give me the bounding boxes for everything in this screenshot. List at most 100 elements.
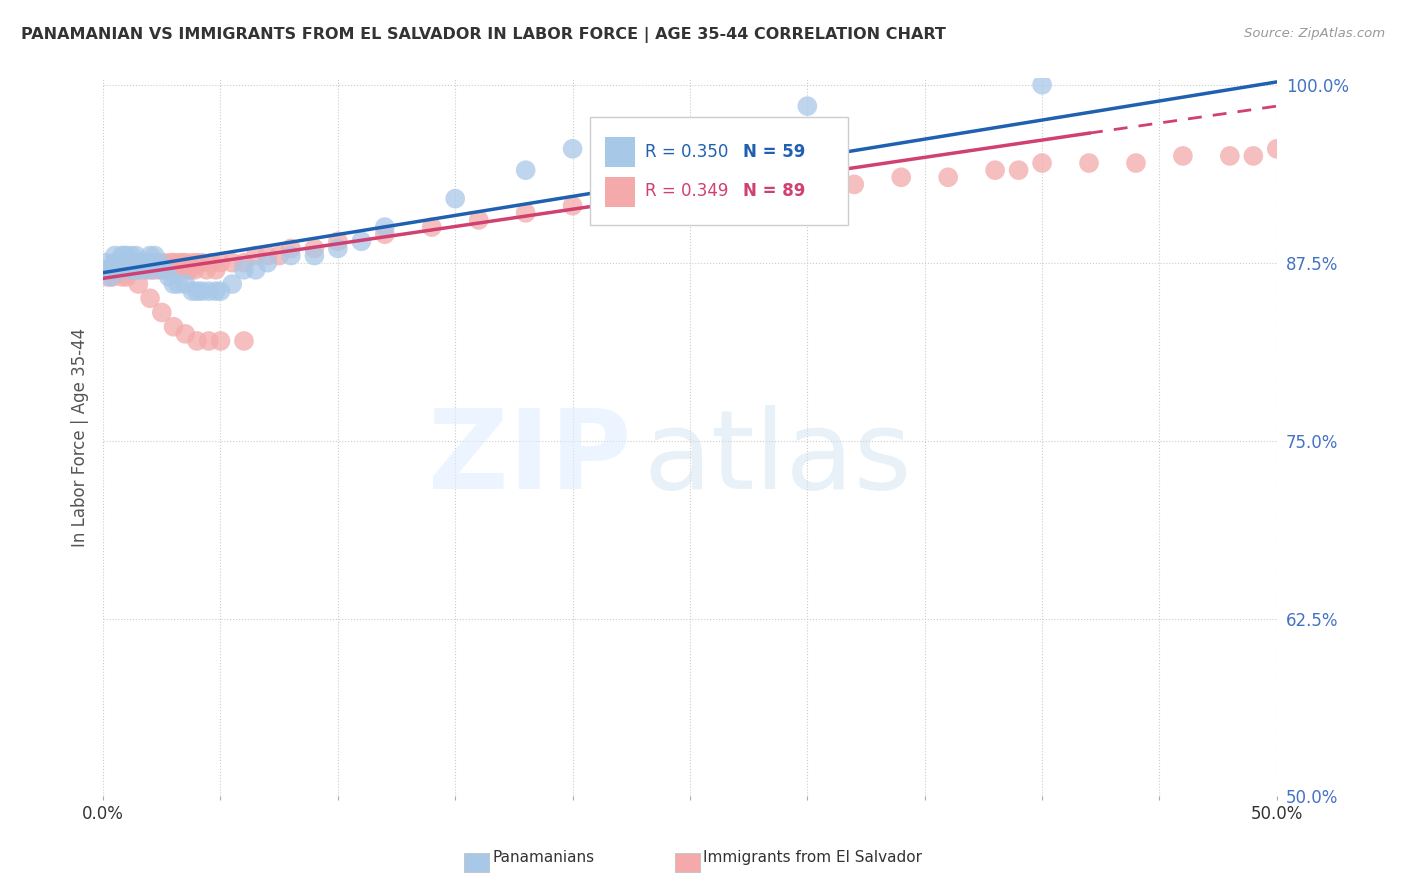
Point xyxy=(245,262,267,277)
Point xyxy=(139,291,162,305)
Point xyxy=(120,255,142,269)
Point xyxy=(104,255,127,269)
Point xyxy=(118,262,141,277)
Point xyxy=(115,255,138,269)
Point xyxy=(233,334,256,348)
Point xyxy=(127,255,149,269)
Point xyxy=(256,255,278,269)
Y-axis label: In Labor Force | Age 35-44: In Labor Force | Age 35-44 xyxy=(72,327,89,547)
Point xyxy=(108,262,131,277)
Point xyxy=(127,262,149,277)
Point xyxy=(143,249,166,263)
Text: R = 0.349: R = 0.349 xyxy=(645,182,728,200)
Point xyxy=(153,255,176,269)
Point xyxy=(165,262,187,277)
Point xyxy=(561,199,583,213)
Point xyxy=(374,220,396,235)
Point xyxy=(94,262,117,277)
Point xyxy=(796,99,818,113)
Point xyxy=(515,206,537,220)
Point xyxy=(702,185,724,199)
Point xyxy=(1241,149,1264,163)
Text: Panamanians: Panamanians xyxy=(492,850,595,865)
Point xyxy=(162,277,184,291)
Point xyxy=(350,235,373,249)
Point xyxy=(115,269,138,284)
Point xyxy=(269,249,291,263)
Point xyxy=(122,262,145,277)
Point xyxy=(561,142,583,156)
Point xyxy=(134,262,156,277)
Point xyxy=(186,255,208,269)
Text: atlas: atlas xyxy=(643,405,911,512)
Point xyxy=(444,192,467,206)
Point xyxy=(150,305,173,319)
Point xyxy=(190,284,212,298)
Point xyxy=(420,220,443,235)
Point xyxy=(155,262,177,277)
Point xyxy=(186,334,208,348)
Point xyxy=(146,262,169,277)
Point xyxy=(890,170,912,185)
Bar xyxy=(606,137,634,168)
Point xyxy=(150,262,173,277)
Point xyxy=(94,255,117,269)
Point xyxy=(101,262,124,277)
Point xyxy=(125,262,148,277)
Point xyxy=(190,255,212,269)
Point xyxy=(101,269,124,284)
Point xyxy=(127,255,149,269)
Text: Immigrants from El Salvador: Immigrants from El Salvador xyxy=(703,850,922,865)
Point xyxy=(162,319,184,334)
Point xyxy=(118,262,141,277)
Text: N = 89: N = 89 xyxy=(742,182,806,200)
Point xyxy=(122,262,145,277)
Point xyxy=(679,120,702,135)
Point xyxy=(221,255,243,269)
Text: ZIP: ZIP xyxy=(427,405,631,512)
Point xyxy=(280,249,302,263)
Point xyxy=(162,255,184,269)
Bar xyxy=(606,177,634,207)
Point xyxy=(1219,149,1241,163)
Point xyxy=(157,262,180,277)
Point xyxy=(844,178,866,192)
Point xyxy=(326,242,349,256)
Text: N = 59: N = 59 xyxy=(742,143,806,161)
Point xyxy=(256,249,278,263)
Point xyxy=(200,255,222,269)
Point xyxy=(125,249,148,263)
Point xyxy=(148,255,170,269)
Point xyxy=(181,255,204,269)
Point xyxy=(111,269,134,284)
Point xyxy=(120,262,142,277)
Point xyxy=(153,262,176,277)
Point xyxy=(134,255,156,269)
Point xyxy=(108,255,131,269)
Point xyxy=(112,262,135,277)
Point xyxy=(111,249,134,263)
Point xyxy=(139,249,162,263)
Point xyxy=(112,249,135,263)
Point xyxy=(221,277,243,291)
Point xyxy=(136,262,159,277)
Point xyxy=(304,242,326,256)
FancyBboxPatch shape xyxy=(591,117,848,225)
Point xyxy=(104,255,127,269)
Point xyxy=(174,277,197,291)
Point xyxy=(204,284,226,298)
Point xyxy=(1031,156,1053,170)
Point xyxy=(197,334,219,348)
Point xyxy=(112,255,135,269)
Point xyxy=(181,284,204,298)
Point xyxy=(1007,163,1029,178)
Point xyxy=(104,249,127,263)
Point xyxy=(129,255,152,269)
Point xyxy=(98,262,121,277)
Point xyxy=(1078,156,1101,170)
Point xyxy=(105,262,128,277)
Point xyxy=(118,255,141,269)
Point xyxy=(515,163,537,178)
Point xyxy=(195,262,218,277)
Point xyxy=(122,255,145,269)
